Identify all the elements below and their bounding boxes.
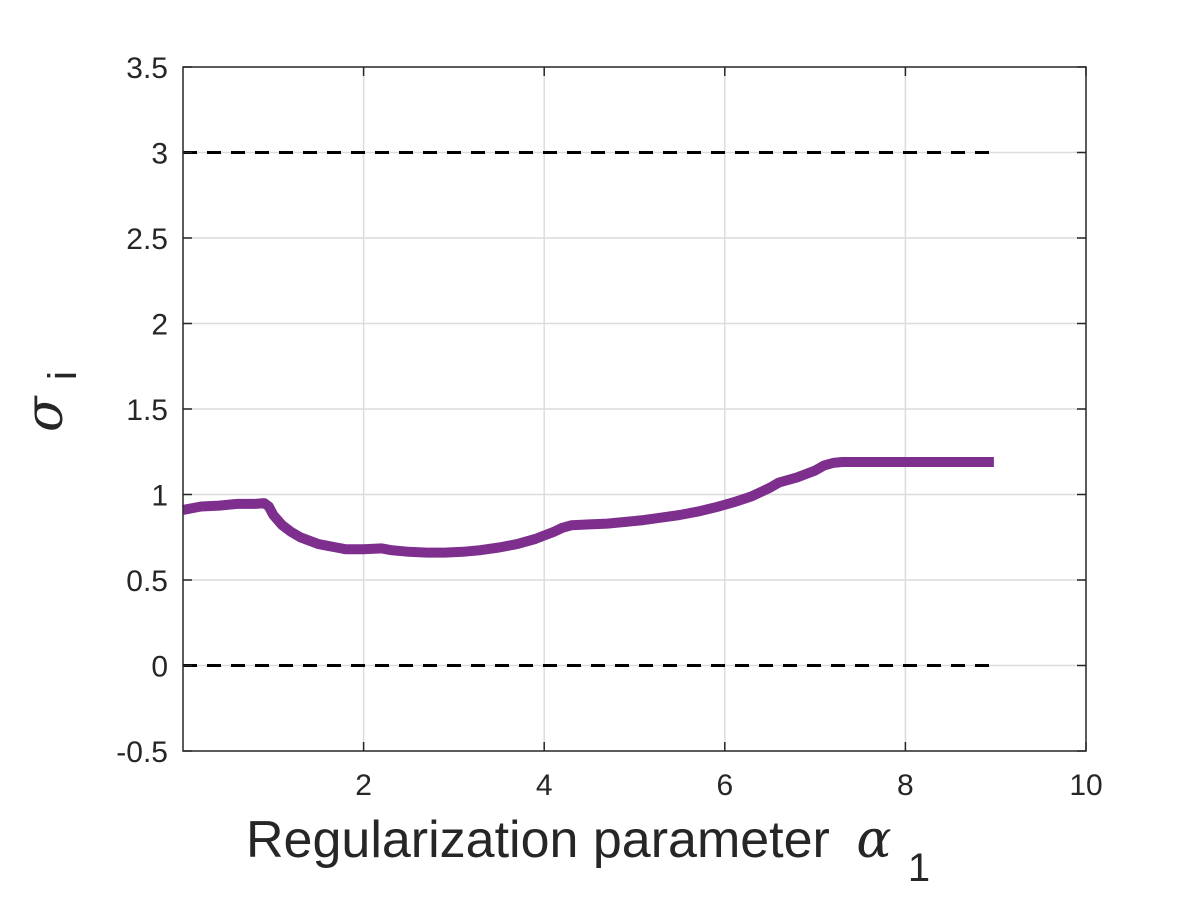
x-tick-label: 2 <box>355 769 372 802</box>
y-tick-label: 2 <box>151 309 168 342</box>
y-axis-label: σ i <box>15 371 85 432</box>
y-tick-label: 1.5 <box>126 394 168 427</box>
y-tick-label: 3.5 <box>126 52 168 85</box>
x-tick-label: 4 <box>536 769 553 802</box>
axis-ticks <box>183 66 1087 752</box>
y-axis-label-subscript: i <box>41 371 85 380</box>
x-axis-label-text: Regularization parameter <box>246 811 830 869</box>
x-tick-label: 8 <box>897 769 914 802</box>
y-tick-label: 2.5 <box>126 223 168 256</box>
y-tick-label: 1 <box>151 480 168 513</box>
series-line <box>182 457 994 558</box>
x-axis-label: Regularization parameter α 1 <box>246 810 930 890</box>
y-tick-label: -0.5 <box>116 736 168 769</box>
series-lines <box>182 457 994 558</box>
x-axis-label-symbol: α <box>856 810 891 870</box>
y-tick-labels: -0.5 0 0.5 1 1.5 2 2.5 3 3.5 <box>116 52 168 769</box>
y-axis-label-symbol: σ <box>15 395 75 432</box>
y-tick-label: 3 <box>151 138 168 171</box>
reference-lines <box>183 151 996 667</box>
x-axis-label-subscript: 1 <box>908 846 930 890</box>
x-tick-label: 6 <box>716 769 733 802</box>
y-tick-label: 0 <box>151 651 168 684</box>
x-tick-labels: 2 4 6 8 10 <box>355 769 1102 802</box>
x-tick-label: 10 <box>1069 769 1102 802</box>
y-tick-label: 0.5 <box>126 565 168 598</box>
